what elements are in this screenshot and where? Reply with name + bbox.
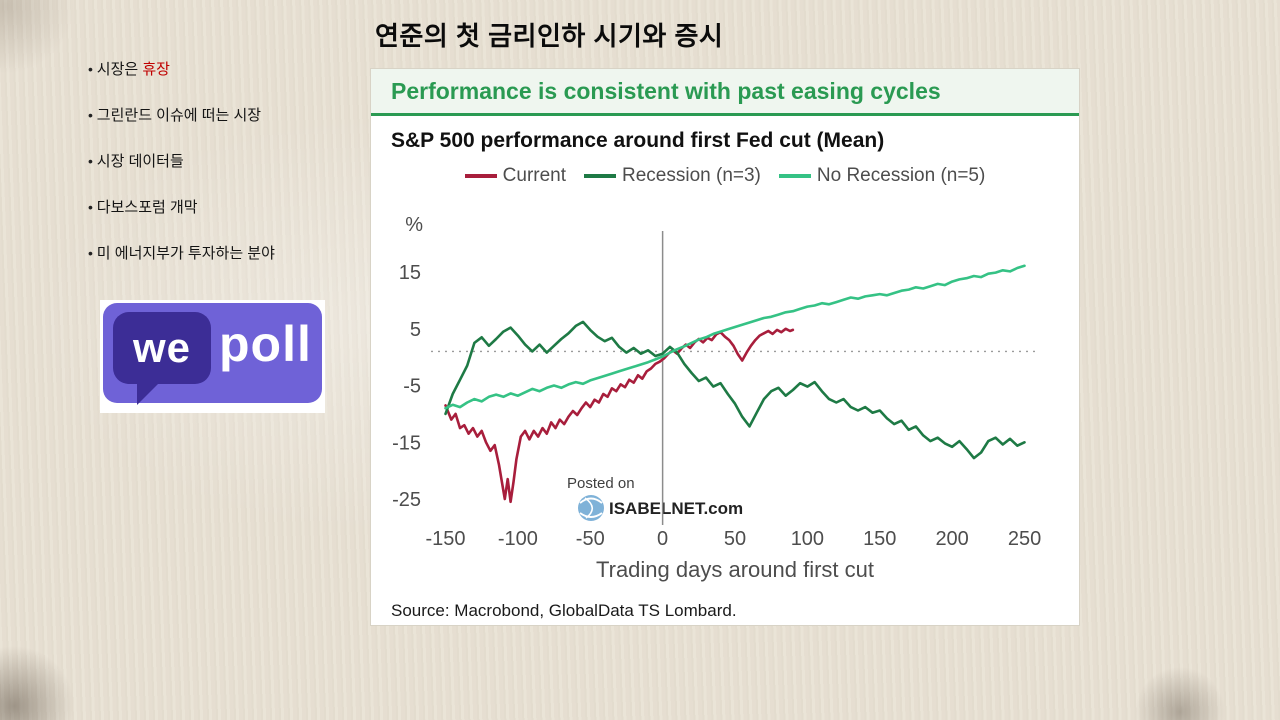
sidebar-item-text: 그린란드 이슈에 떠는 시장 xyxy=(96,107,262,124)
series-recession-n-3- xyxy=(444,320,1026,460)
chart-subtitle: S&P 500 performance around first Fed cut… xyxy=(391,129,885,152)
logo-we-text: we xyxy=(132,324,192,371)
sidebar-item-text: 미 에너지부가 투자하는 분야 xyxy=(96,245,275,262)
x-tick-label: -50 xyxy=(576,528,605,550)
x-axis-label: Trading days around first cut xyxy=(596,557,874,582)
y-tick-label: 15 xyxy=(399,262,421,284)
chart-legend: Current Recession (n=3) No Recession (n=5) xyxy=(371,165,1079,187)
y-tick-label: -5 xyxy=(403,376,421,398)
legend-item: No Recession (n=5) xyxy=(778,165,986,187)
legend-swatch xyxy=(778,174,811,178)
sidebar-item-greenland: 그린란드 이슈에 떠는 시장 xyxy=(88,106,358,125)
x-tick-label: 200 xyxy=(935,528,968,550)
isabelnet-globe-icon xyxy=(578,495,604,521)
watermark-isabelnet: ISABELNET.com xyxy=(609,499,743,518)
wepoll-logo: we poll xyxy=(100,300,325,413)
speech-bubble-icon: we xyxy=(113,312,211,384)
y-axis-unit: % xyxy=(405,214,423,236)
sidebar-item-text: 시장은 xyxy=(96,61,143,78)
legend-label: Current xyxy=(502,165,567,186)
x-tick-label: 100 xyxy=(791,528,824,550)
legend-swatch xyxy=(464,174,497,178)
legend-label: No Recession (n=5) xyxy=(816,165,986,186)
x-tick-label: -100 xyxy=(498,528,538,550)
speech-bubble-tail xyxy=(137,381,161,405)
sidebar-item-energy-dept: 미 에너지부가 투자하는 분야 xyxy=(88,244,358,263)
sidebar-bullet-list: 시장은 휴장 그린란드 이슈에 떠는 시장 시장 데이터들 다보스포럼 개막 미… xyxy=(88,60,358,290)
chart-header: Performance is consistent with past easi… xyxy=(371,69,1079,116)
legend-label: Recession (n=3) xyxy=(622,165,761,186)
source-note: Source: Macrobond, GlobalData TS Lombard… xyxy=(391,601,737,620)
legend-swatch xyxy=(584,174,617,178)
legend-item: Current xyxy=(464,165,567,187)
chart-svg: % Trading days around first cut Posted o… xyxy=(392,214,1041,582)
sidebar-item-davos: 다보스포럼 개막 xyxy=(88,198,358,217)
y-tick-label: 5 xyxy=(410,319,421,341)
page-title: 연준의 첫 금리인하 시기와 증시 xyxy=(375,21,724,51)
sidebar-item-highlight: 휴장 xyxy=(142,61,170,78)
watermark-posted-on: Posted on xyxy=(567,475,635,492)
x-tick-label: 150 xyxy=(863,528,896,550)
y-tick-label: -25 xyxy=(392,489,421,511)
sidebar-item-market-data: 시장 데이터들 xyxy=(88,152,358,171)
sidebar-item-text: 시장 데이터들 xyxy=(96,153,184,170)
x-tick-label: 250 xyxy=(1008,528,1041,550)
x-tick-label: 50 xyxy=(724,528,746,550)
x-tick-label: -150 xyxy=(425,528,465,550)
sidebar-item-market-closed: 시장은 휴장 xyxy=(88,60,358,79)
logo-poll-text: poll xyxy=(219,316,312,372)
x-tick-label: 0 xyxy=(657,528,668,550)
series-current xyxy=(444,327,795,504)
series-no-recession-n-5- xyxy=(444,264,1026,410)
chart-panel: Performance is consistent with past easi… xyxy=(370,68,1080,626)
y-tick-label: -15 xyxy=(392,432,421,454)
wepoll-logo-background: we poll xyxy=(103,303,322,405)
legend-item: Recession (n=3) xyxy=(584,165,761,187)
sidebar-item-text: 다보스포럼 개막 xyxy=(96,199,198,216)
